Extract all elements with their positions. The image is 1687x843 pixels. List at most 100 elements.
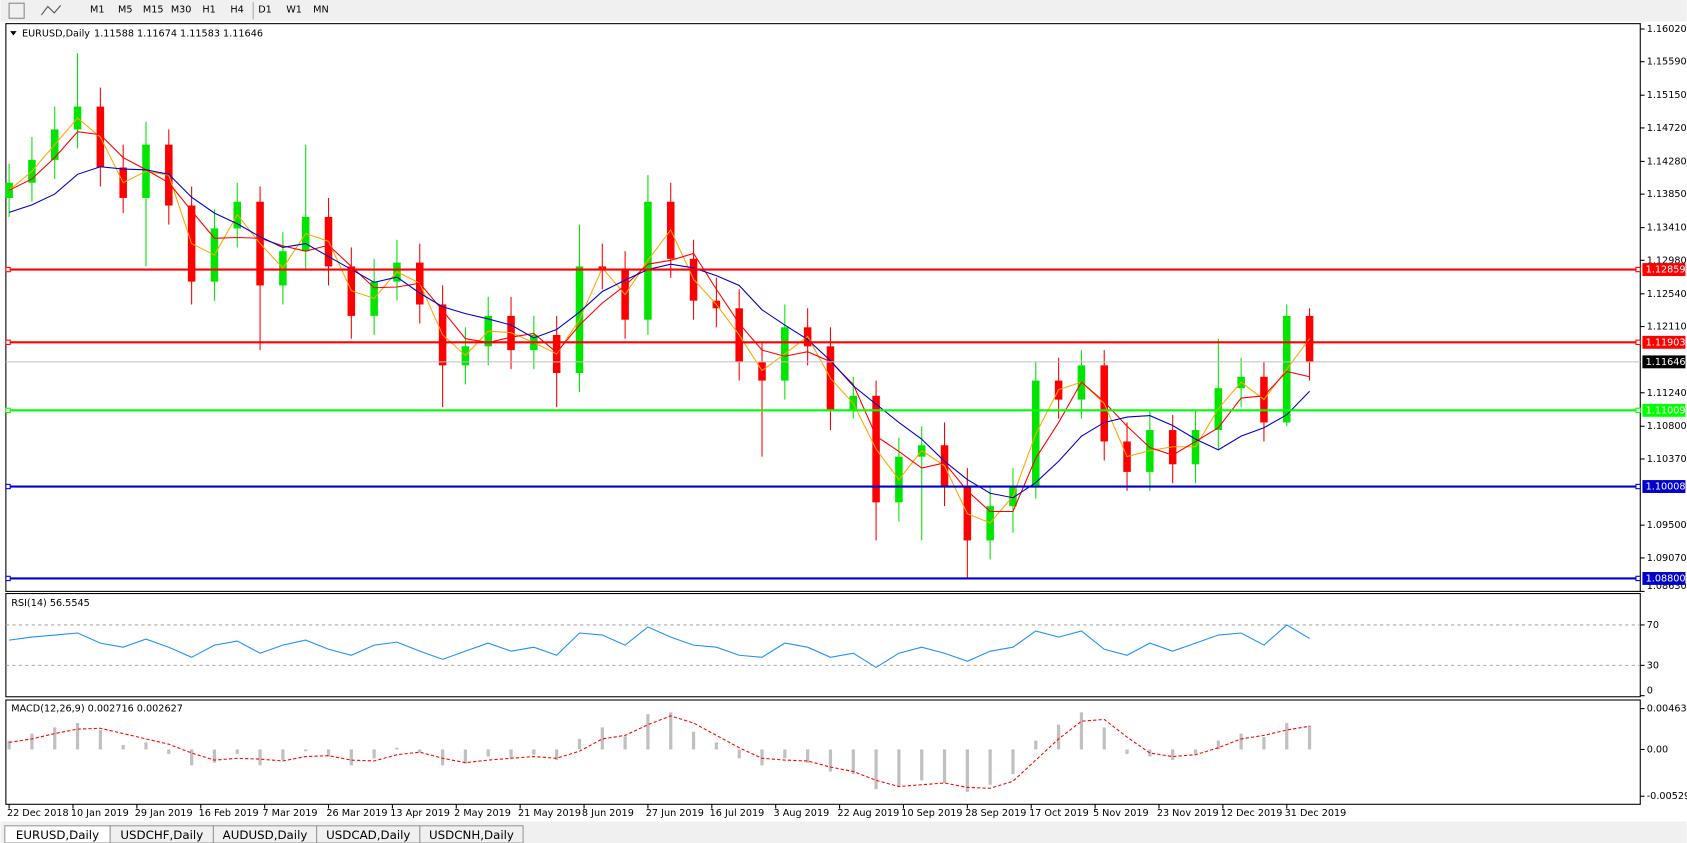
hline-price-box	[1642, 263, 1686, 276]
macd-bar	[235, 749, 239, 754]
macd-bar	[144, 742, 148, 750]
macd-bar	[669, 712, 673, 750]
hline-price-box	[1642, 480, 1686, 493]
macd-bar	[212, 749, 217, 763]
moving-average	[8, 117, 1311, 524]
macd-bar	[167, 749, 171, 754]
line-handle[interactable]	[1635, 407, 1641, 414]
timeframe-button[interactable]: W1	[286, 5, 302, 16]
macd-bar	[1171, 749, 1175, 761]
macd-bar	[783, 749, 787, 759]
macd-bar	[623, 736, 627, 750]
line-handle[interactable]	[5, 339, 11, 345]
macd-bar	[258, 749, 262, 766]
line-handle[interactable]	[1635, 339, 1641, 345]
macd-bar	[1285, 722, 1289, 750]
macd-bar	[7, 740, 11, 750]
macd-bar	[486, 749, 490, 757]
x-tick-label: 22 Aug 2019	[837, 808, 899, 819]
tab-label[interactable]: USDCHF,Daily	[120, 828, 203, 842]
collapse-arrow[interactable]	[10, 31, 17, 36]
macd-bar	[75, 722, 80, 750]
macd-bar	[1102, 727, 1106, 750]
indicator-line	[9, 624, 1310, 669]
timeframe-button[interactable]: M30	[171, 5, 192, 16]
y-tick-label: 1.15590	[1647, 57, 1687, 68]
y-tick-label: 70	[1647, 620, 1659, 631]
x-tick-label: 26 Mar 2019	[326, 808, 387, 819]
line-handle[interactable]	[5, 407, 11, 414]
y-tick-label: 1.12540	[1647, 289, 1687, 300]
macd-signal	[9, 715, 1310, 789]
macd-panel	[5, 699, 1641, 805]
macd-bar	[646, 714, 650, 750]
timeframe-button[interactable]: M15	[143, 5, 164, 16]
x-tick-label: 5 Nov 2019	[1093, 808, 1149, 819]
line-handle[interactable]	[5, 266, 11, 273]
tab-label[interactable]: AUDUSD,Daily	[223, 828, 308, 842]
y-tick-label: 1.12980	[1647, 255, 1687, 266]
x-tick-label: 8 Jun 2019	[582, 808, 634, 819]
y-tick-label: 1.09070	[1647, 553, 1687, 564]
x-tick-label: 23 Nov 2019	[1157, 808, 1219, 819]
y-tick-label: 0.00	[1647, 744, 1669, 755]
macd-bar	[555, 749, 559, 761]
rsi-panel	[5, 593, 1641, 698]
tab-label[interactable]: USDCNH,Daily	[429, 828, 514, 842]
macd-bar	[463, 749, 468, 764]
line-handle[interactable]	[1635, 575, 1641, 582]
macd-bar	[942, 749, 947, 784]
macd-bar	[304, 749, 308, 752]
y-tick-label: 1.10370	[1647, 454, 1687, 465]
macd-bar	[1125, 749, 1129, 754]
macd-bar	[281, 749, 285, 761]
moving-average	[8, 131, 1310, 513]
macd-bar	[372, 749, 376, 759]
macd-bar	[920, 749, 924, 781]
y-tick-label: 1.11240	[1647, 388, 1687, 399]
line-handle[interactable]	[5, 483, 11, 490]
y-tick-label: 1.14280	[1647, 156, 1687, 167]
toolbar-icon[interactable]	[8, 2, 25, 19]
tab-label[interactable]: EURUSD,Daily	[16, 828, 99, 842]
line-handle[interactable]	[5, 575, 11, 582]
macd-bar	[988, 749, 992, 785]
last-price-box	[1642, 355, 1686, 369]
y-tick-label: 1.14720	[1647, 123, 1687, 134]
macd-bar	[98, 730, 102, 750]
y-tick-label: 1.13410	[1647, 223, 1687, 234]
tab-label[interactable]: USDCAD,Daily	[326, 828, 410, 842]
y-tick-label: 0.00463	[1647, 704, 1687, 715]
timeframe-button[interactable]: MN	[313, 5, 329, 16]
y-tick-label: 1.09500	[1647, 520, 1687, 531]
hline-price-label: 1.10008	[1646, 482, 1686, 493]
timeframe-button[interactable]: H1	[202, 5, 215, 16]
timeframe-button[interactable]: M5	[118, 5, 132, 16]
macd-bar	[1056, 724, 1061, 750]
line-handle[interactable]	[1635, 266, 1641, 273]
x-tick-label: 3 Aug 2019	[774, 808, 830, 819]
y-tick-label: 1.13850	[1647, 189, 1687, 200]
tab[interactable]	[419, 825, 524, 843]
timeframe-button[interactable]: H4	[230, 5, 243, 16]
macd-bar	[395, 747, 399, 750]
candle-body	[5, 182, 13, 198]
timeframe-button[interactable]: D1	[258, 5, 272, 16]
toolbar-icon[interactable]	[40, 5, 62, 16]
x-tick-label: 16 Jul 2019	[710, 808, 765, 819]
timeframe-button[interactable]: M1	[90, 5, 104, 16]
symbol-title: EURUSD,Daily	[22, 28, 90, 39]
macd-bar	[806, 749, 810, 763]
macd-bar	[30, 733, 34, 750]
rsi-title: RSI(14) 56.5545	[11, 598, 90, 609]
x-tick-label: 10 Jan 2019	[71, 808, 129, 819]
x-tick-label: 16 Feb 2019	[199, 808, 259, 819]
y-tick-label: 1.16020	[1647, 24, 1687, 35]
macd-bar	[874, 749, 878, 790]
macd-bar	[760, 749, 764, 766]
macd-bar	[714, 742, 718, 750]
x-tick-label: 31 Dec 2019	[1285, 808, 1347, 819]
line-handle[interactable]	[1635, 483, 1641, 490]
macd-bar	[577, 738, 582, 750]
